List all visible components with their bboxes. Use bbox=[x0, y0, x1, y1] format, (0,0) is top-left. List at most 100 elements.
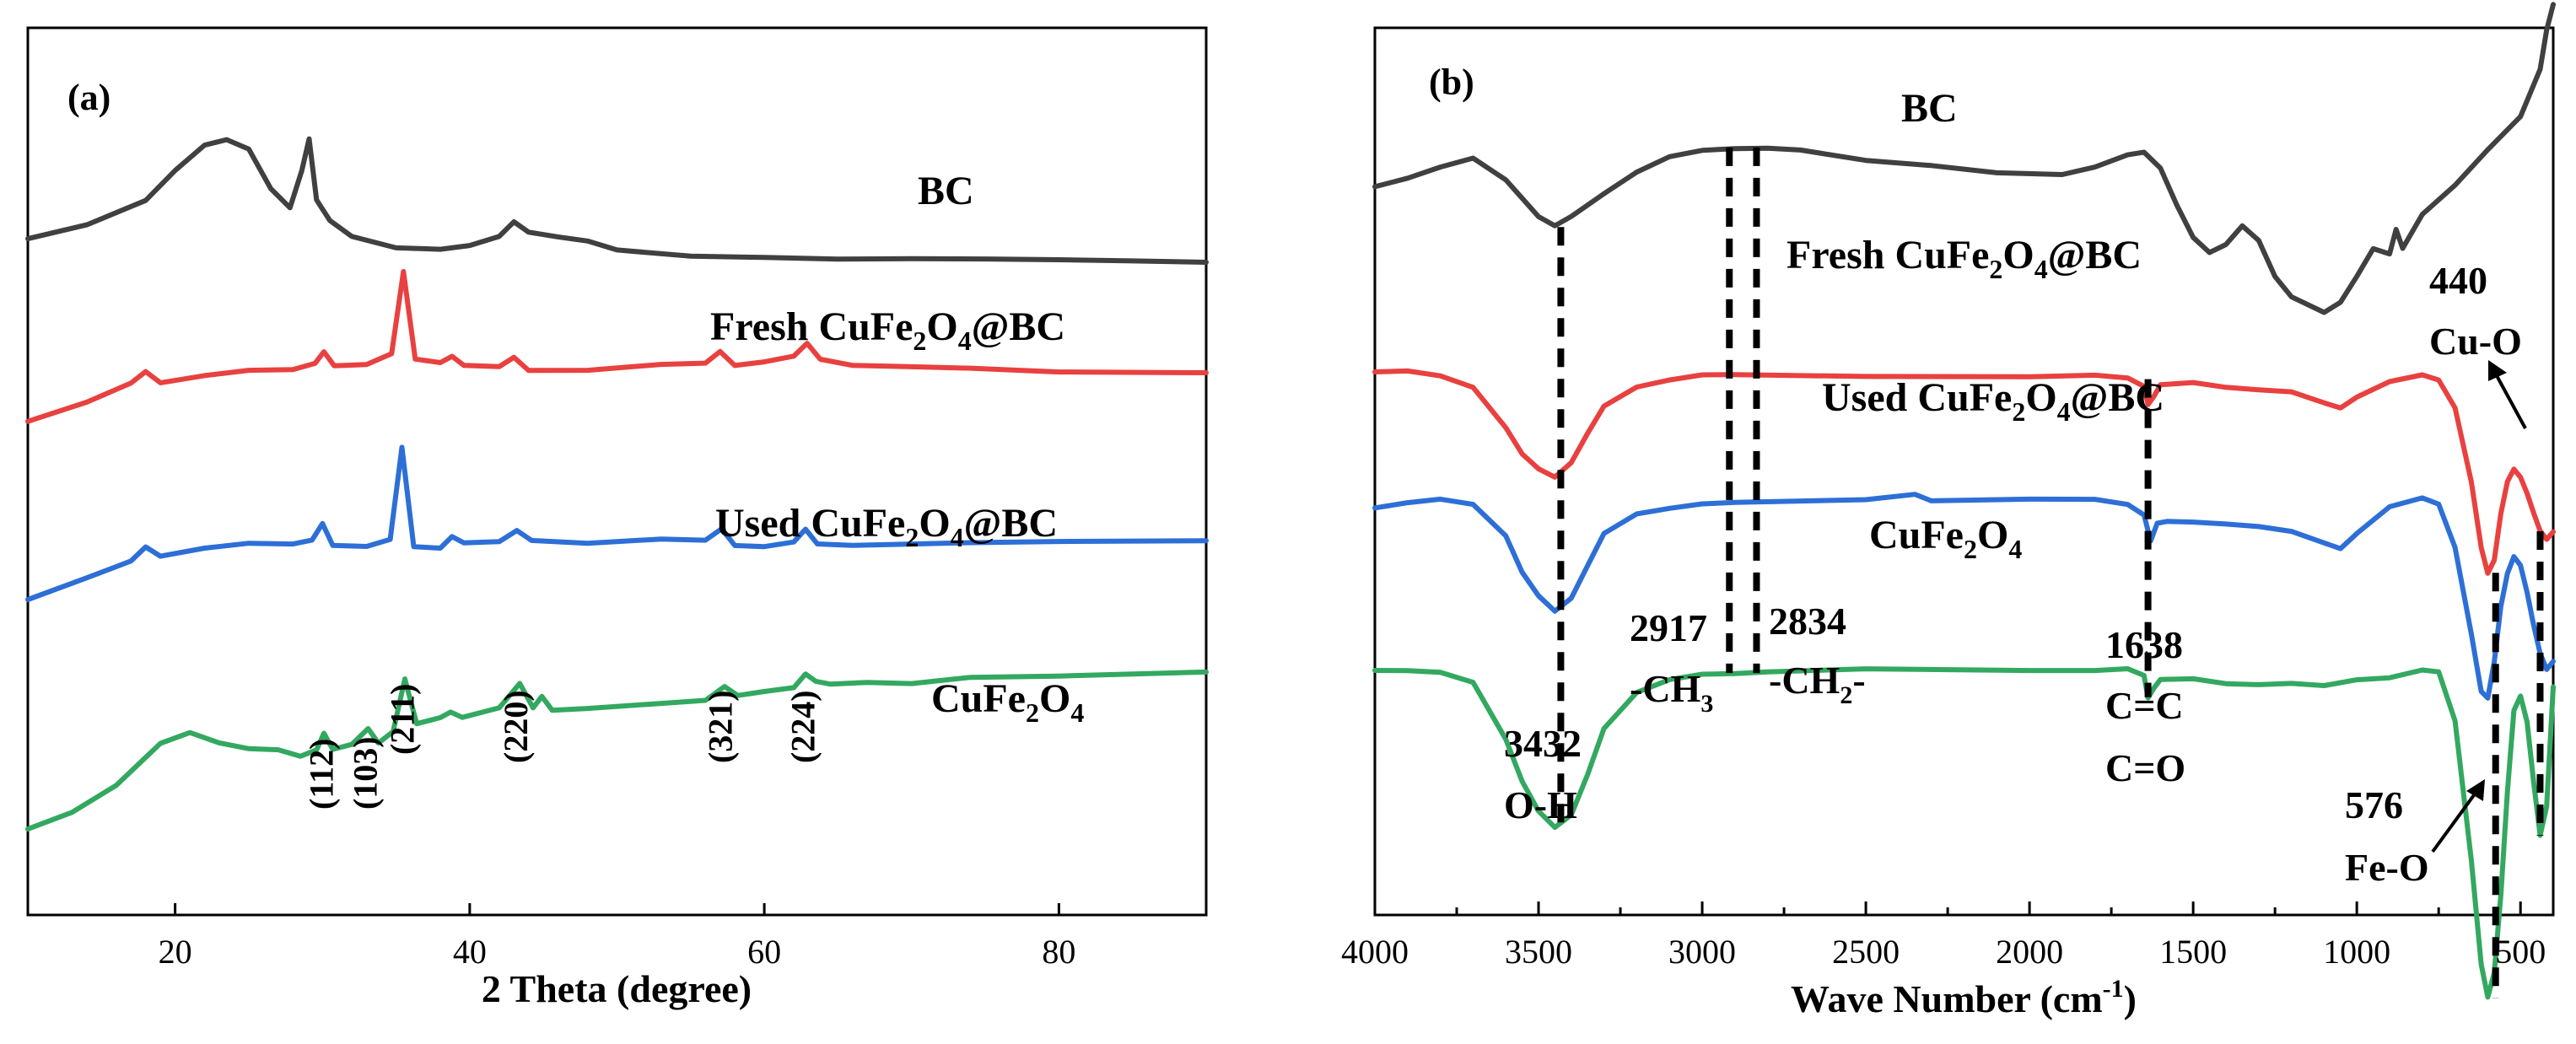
a-legend-used: Used CuFe2O4@BC bbox=[715, 501, 1058, 552]
b-annot-oh: O-H bbox=[1504, 783, 1577, 826]
b-annot-ch3-pre: -CH bbox=[1630, 667, 1701, 710]
a-hkl-211: (211) bbox=[383, 684, 421, 755]
a-legend-fresh-atbc: @BC bbox=[972, 304, 1065, 349]
b-legend-fresh-sub2: 2 bbox=[1989, 254, 2002, 284]
b-annot-1638: 1638 bbox=[2105, 623, 2183, 666]
b-tick-label-500: 500 bbox=[2495, 933, 2546, 971]
a-legend-cufe-sub2: 2 bbox=[1026, 697, 1039, 728]
b-xlabel-end: ) bbox=[2124, 977, 2137, 1020]
a-legend-fresh-pre: Fresh CuFe bbox=[710, 304, 913, 349]
b-series-fresh-cufe2o4-bc bbox=[1372, 368, 2556, 576]
a-hkl-112: (112) bbox=[302, 739, 340, 810]
a-legend-used-sub2: 2 bbox=[905, 522, 919, 552]
b-arrowhead-576 bbox=[2466, 779, 2485, 801]
panel-a-x-axis-label: 2 Theta (degree) bbox=[482, 967, 752, 1010]
a-legend-used-o: O bbox=[919, 501, 950, 546]
a-legend-cufe-sub4: 4 bbox=[1070, 697, 1084, 728]
b-annot-440: 440 bbox=[2429, 259, 2487, 302]
a-legend-fresh-o: O bbox=[926, 304, 957, 349]
b-legend-cufe: CuFe2O4 bbox=[1869, 513, 2022, 564]
a-legend-fresh-sub2: 2 bbox=[913, 326, 926, 356]
b-tick-label-2000: 2000 bbox=[1996, 933, 2063, 971]
b-legend-fresh: Fresh CuFe2O4@BC bbox=[1786, 233, 2142, 284]
b-tick-label-1500: 1500 bbox=[2159, 933, 2227, 971]
b-xlabel-main: Wave Number (cm bbox=[1791, 977, 2103, 1020]
a-hkl-103: (103) bbox=[347, 736, 385, 810]
b-annot-co: C=O bbox=[2105, 746, 2185, 789]
panel-b-series-group bbox=[1372, 2, 2556, 1000]
b-annot-ch2-post: - bbox=[1852, 659, 1865, 702]
b-annot-ch2-sub: 2 bbox=[1840, 681, 1852, 709]
a-legend-used-pre: Used CuFe bbox=[715, 501, 905, 546]
a-legend-fresh-sub4: 4 bbox=[958, 326, 972, 356]
panel-a: 20 40 60 80 (a) BC Fresh CuFe2O4@BC Used Cu… bbox=[25, 26, 1209, 1010]
panel-a-label: (a) bbox=[67, 77, 110, 118]
b-legend-used-o: O bbox=[2025, 375, 2056, 420]
b-annot-ch3-sub: 3 bbox=[1700, 690, 1713, 718]
a-tick-label-40: 40 bbox=[453, 933, 487, 971]
a-legend-used-atbc: @BC bbox=[964, 501, 1058, 546]
a-series-fresh-cufe2o4-bc bbox=[25, 269, 1209, 424]
a-legend-cufe: CuFe2O4 bbox=[931, 676, 1084, 728]
b-annot-ch2-pre: -CH bbox=[1769, 659, 1840, 702]
b-legend-used-sub2: 2 bbox=[2012, 396, 2025, 427]
panel-b-label: (b) bbox=[1429, 62, 1474, 103]
panel-a-series-group bbox=[25, 136, 1209, 832]
b-annot-576: 576 bbox=[2345, 783, 2403, 826]
b-legend-cufe-sub2: 2 bbox=[1964, 534, 1977, 564]
b-annot-ch2: -CH2- bbox=[1769, 659, 1866, 709]
b-tick-label-1000: 1000 bbox=[2323, 933, 2390, 971]
panel-b-x-axis-label: Wave Number (cm-1) bbox=[1791, 975, 2137, 1020]
a-hkl-220: (220) bbox=[497, 690, 535, 763]
b-legend-cufe-o: O bbox=[1977, 513, 2008, 557]
panel-a-hkl-labels: (112) (103)(211) (220) (321) (224) bbox=[302, 684, 822, 810]
a-legend-cufe-o: O bbox=[1039, 676, 1070, 721]
b-legend-bc: BC bbox=[1901, 86, 1958, 131]
b-legend-used: Used CuFe2O4@BC bbox=[1822, 375, 2164, 427]
b-series-bc bbox=[1372, 2, 2556, 315]
b-annot-2834: 2834 bbox=[1769, 600, 1846, 643]
b-tick-label-3500: 3500 bbox=[1505, 933, 1572, 971]
panel-a-x-ticks: 20 40 60 80 bbox=[159, 903, 1075, 971]
b-annot-3432: 3432 bbox=[1504, 722, 1582, 765]
panel-b-x-ticks: 4000 3500 3000 2500 2000 1500 1000 500 bbox=[1341, 901, 2546, 971]
b-legend-fresh-o: O bbox=[2002, 233, 2034, 277]
b-legend-used-sub4: 4 bbox=[2057, 396, 2071, 427]
b-legend-fresh-atbc: @BC bbox=[2048, 233, 2142, 277]
a-hkl-224: (224) bbox=[784, 690, 822, 763]
a-tick-label-20: 20 bbox=[159, 933, 192, 971]
a-series-used-cufe2o4-bc bbox=[25, 444, 1209, 602]
b-legend-used-pre: Used CuFe bbox=[1822, 375, 2012, 420]
b-series-cufe2o4 bbox=[1372, 666, 2556, 1000]
b-annot-2917: 2917 bbox=[1630, 606, 1707, 649]
b-series-used-cufe2o4-bc bbox=[1372, 492, 2556, 701]
a-tick-label-60: 60 bbox=[747, 933, 781, 971]
a-series-cufe2o4 bbox=[25, 669, 1209, 832]
b-tick-label-2500: 2500 bbox=[1832, 933, 1900, 971]
b-legend-fresh-pre: Fresh CuFe bbox=[1786, 233, 1989, 277]
panel-b: 4000 3500 3000 2500 2000 1500 1000 500 (b) BC F… bbox=[1341, 2, 2556, 1020]
b-annot-cuo: Cu-O bbox=[2429, 320, 2522, 363]
b-annot-cc: C=C bbox=[2105, 684, 2184, 727]
b-legend-used-atbc: @BC bbox=[2071, 375, 2164, 420]
b-legend-cufe-pre: CuFe bbox=[1869, 513, 1964, 557]
a-legend-used-sub4: 4 bbox=[951, 522, 964, 552]
a-tick-label-80: 80 bbox=[1042, 933, 1075, 971]
panel-b-dashed-markers bbox=[1557, 147, 2544, 998]
panel-b-frame bbox=[1373, 26, 2555, 917]
panel-a-frame bbox=[26, 26, 1208, 917]
b-annot-feo: Fe-O bbox=[2345, 846, 2429, 889]
a-legend-fresh: Fresh CuFe2O4@BC bbox=[710, 304, 1065, 356]
b-annot-ch3: -CH3 bbox=[1630, 667, 1713, 718]
a-series-bc bbox=[25, 136, 1209, 265]
b-arrow-440 bbox=[2492, 370, 2527, 429]
b-legend-fresh-sub4: 4 bbox=[2034, 254, 2048, 284]
b-arrow-576 bbox=[2431, 788, 2480, 853]
a-legend-cufe-pre: CuFe bbox=[931, 676, 1026, 721]
a-hkl-321: (321) bbox=[701, 690, 739, 763]
b-tick-label-4000: 4000 bbox=[1341, 933, 1409, 971]
b-tick-label-3000: 3000 bbox=[1668, 933, 1736, 971]
b-xlabel-sup: -1 bbox=[2103, 975, 2124, 1003]
b-legend-cufe-sub4: 4 bbox=[2008, 534, 2022, 564]
